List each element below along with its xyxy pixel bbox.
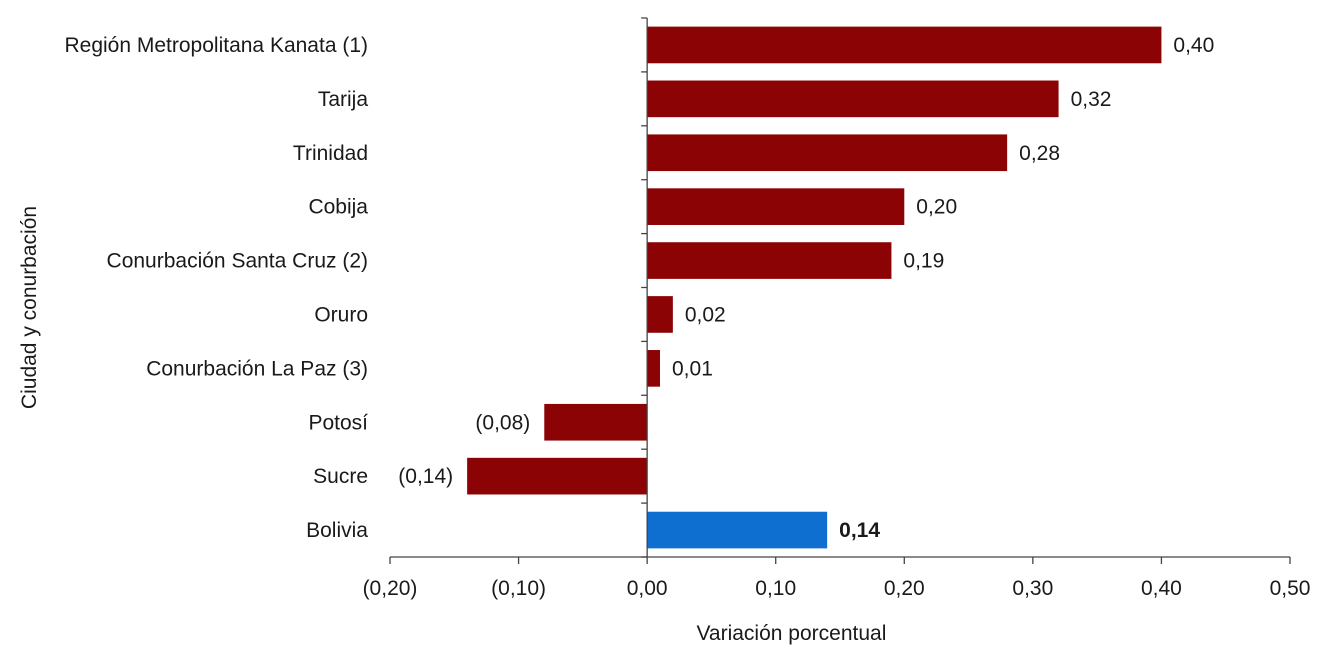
bar-9: [647, 511, 828, 549]
y-axis-title: Ciudad y conurbación: [18, 206, 41, 409]
data-label: 0,19: [903, 250, 944, 273]
axes-group: [389, 17, 1291, 564]
data-label: 0,28: [1019, 142, 1060, 165]
x-tick-labels-group: (0,20) (0,10) 0,00 0,10 0,20 0,30 0,40 0,50: [363, 577, 1311, 600]
bar-8: [467, 457, 648, 495]
category-label: Sucre: [313, 465, 368, 488]
bar-6: [647, 350, 660, 387]
x-tick-label: 0,20: [884, 577, 925, 600]
data-label: 0,40: [1173, 34, 1214, 57]
category-label: Bolivia: [306, 519, 368, 542]
category-label: Trinidad: [293, 142, 368, 165]
bar-2: [647, 134, 1008, 172]
data-label: 0,32: [1071, 88, 1112, 111]
category-labels-group: Región Metropolitana Kanata (1) Tarija Tri…: [64, 34, 368, 542]
data-label: 0,20: [916, 196, 957, 219]
data-label: 0,02: [685, 303, 726, 326]
x-tick-label: 0,30: [1012, 577, 1053, 600]
category-label: Oruro: [314, 303, 368, 326]
bar-5: [647, 296, 673, 333]
data-label: 0,01: [672, 357, 713, 380]
data-labels-group: 0,40 0,32 0,28 0,20 0,19 0,02 0,01 (0,08) (0,14)…: [398, 34, 1214, 542]
bar-3: [647, 188, 905, 225]
x-tick-label: (0,20): [363, 577, 418, 600]
x-tick-label: 0,40: [1141, 577, 1182, 600]
x-tick-label: 0,00: [627, 577, 668, 600]
bar-7: [544, 403, 648, 441]
category-label: Tarija: [318, 88, 369, 111]
category-label: Región Metropolitana Kanata (1): [64, 34, 368, 57]
bar-0: [647, 26, 1162, 64]
category-label: Conurbación La Paz (3): [146, 357, 368, 380]
x-tick-label: 0,10: [755, 577, 796, 600]
category-label: Potosí: [308, 411, 368, 434]
x-tick-label: (0,10): [491, 577, 546, 600]
bar-1: [647, 80, 1059, 118]
bars-group: [467, 26, 1162, 549]
x-tick-label: 0,50: [1270, 577, 1311, 600]
data-label: (0,08): [475, 411, 530, 434]
category-label: Cobija: [308, 196, 368, 219]
category-label: Conurbación Santa Cruz (2): [107, 250, 368, 273]
bar-4: [647, 242, 892, 279]
x-axis-title: Variación porcentual: [696, 622, 886, 645]
data-label: 0,14: [839, 519, 880, 542]
data-label: (0,14): [398, 465, 453, 488]
